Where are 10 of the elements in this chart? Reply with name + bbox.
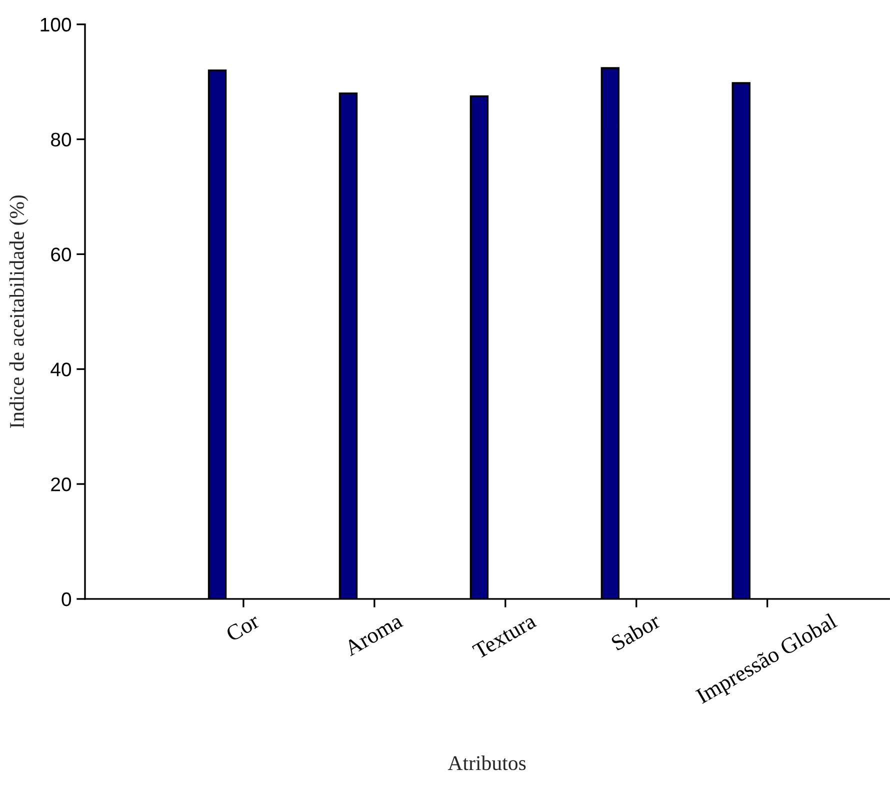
y-tick-label: 0 bbox=[62, 592, 72, 606]
x-tick-label: Sabor bbox=[610, 612, 662, 651]
y-axis-title: Indice de aceitabilidade (%) bbox=[9, 195, 28, 428]
y-tick-label: 60 bbox=[51, 248, 72, 262]
y-tick-label: 20 bbox=[51, 478, 72, 492]
y-tick-label: 100 bbox=[40, 18, 72, 32]
x-axis-title: Atributos bbox=[448, 756, 526, 770]
y-tick-label: 80 bbox=[51, 132, 72, 146]
y-tick-label: 40 bbox=[50, 362, 72, 376]
x-tick-label: Cor bbox=[225, 612, 261, 642]
